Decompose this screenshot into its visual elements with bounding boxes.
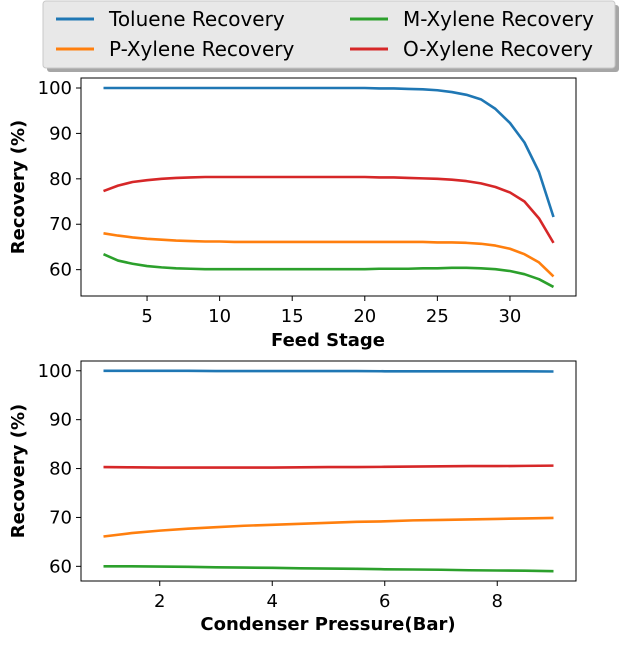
x-tick-label: 5 <box>141 306 152 327</box>
y-tick-label: 60 <box>49 556 72 577</box>
y-axis-label: Recovery (%) <box>8 404 29 538</box>
legend: Toluene Recovery P-Xylene Recovery M-Xyl… <box>42 0 619 72</box>
x-axis-ticks: 5 10 15 20 25 30 <box>141 296 521 327</box>
series-line-toluene-recovery <box>103 369 554 373</box>
x-tick-label: 8 <box>492 591 503 612</box>
legend-entry-o-xylene: O-Xylene Recovery <box>350 37 593 61</box>
series-line-o-xylene-recovery <box>103 175 555 244</box>
plot-area <box>81 78 576 296</box>
y-tick-label: 90 <box>49 123 72 144</box>
x-tick-label: 10 <box>208 306 231 327</box>
series-line-o-xylene-recovery <box>103 464 554 469</box>
series-line-m-xylene-recovery <box>103 565 554 573</box>
x-tick-label: 15 <box>281 306 304 327</box>
x-tick-label: 6 <box>379 591 390 612</box>
y-tick-label: 80 <box>49 169 72 190</box>
x-axis-label: Feed Stage <box>271 330 385 351</box>
condenser-pressure-chart: 2 4 6 8 60 70 80 90 100 Condenser Pressure(Bar)… <box>8 360 577 635</box>
y-tick-label: 60 <box>49 260 72 281</box>
y-axis-ticks: 60 70 80 90 100 <box>38 78 81 281</box>
y-tick-label: 100 <box>38 361 72 382</box>
legend-entry-toluene: Toluene Recovery <box>56 7 285 31</box>
x-axis-ticks: 2 4 6 8 <box>154 581 503 612</box>
series-layer <box>102 86 555 289</box>
x-tick-label: 2 <box>154 591 165 612</box>
y-tick-label: 70 <box>49 214 72 235</box>
series-line-m-xylene-recovery <box>102 253 555 289</box>
series-layer <box>103 369 554 573</box>
legend-entry-p-xylene: P-Xylene Recovery <box>56 37 294 61</box>
legend-label-m-xylene: M-Xylene Recovery <box>403 7 594 31</box>
x-axis-label: Condenser Pressure(Bar) <box>200 614 455 635</box>
y-tick-label: 80 <box>49 459 72 480</box>
x-tick-label: 25 <box>426 306 449 327</box>
series-line-p-xylene-recovery <box>103 232 555 278</box>
plot-frame <box>80 360 577 582</box>
series-line-p-xylene-recovery <box>103 516 554 538</box>
legend-label-toluene: Toluene Recovery <box>108 7 285 31</box>
x-tick-label: 30 <box>498 306 521 327</box>
y-axis-ticks: 60 70 80 90 100 <box>38 361 81 577</box>
plot-frame <box>80 77 577 297</box>
legend-entry-m-xylene: M-Xylene Recovery <box>350 7 594 31</box>
y-axis-label: Recovery (%) <box>8 120 29 254</box>
legend-label-o-xylene: O-Xylene Recovery <box>403 37 593 61</box>
x-tick-label: 20 <box>353 306 376 327</box>
y-tick-label: 100 <box>38 78 72 99</box>
feed-stage-chart: 5 10 15 20 25 30 60 70 80 90 100 Feed Stage Recov… <box>8 77 577 351</box>
series-line-toluene-recovery <box>103 86 555 218</box>
plot-area <box>81 361 576 581</box>
y-tick-label: 90 <box>49 410 72 431</box>
legend-label-p-xylene: P-Xylene Recovery <box>109 37 294 61</box>
x-tick-label: 4 <box>267 591 278 612</box>
y-tick-label: 70 <box>49 507 72 528</box>
